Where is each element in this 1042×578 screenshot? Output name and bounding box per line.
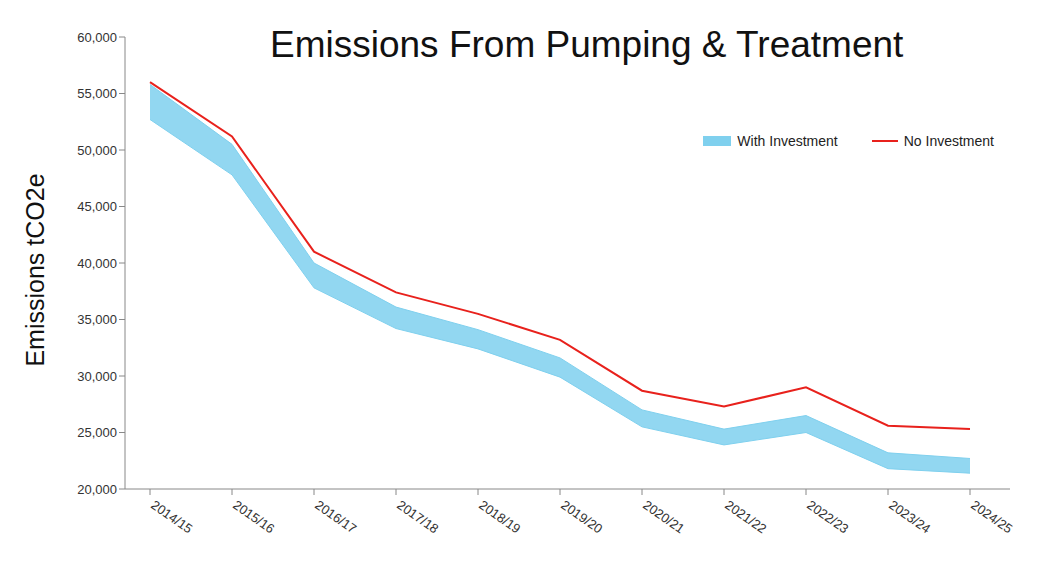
svg-text:55,000: 55,000 [77,86,117,101]
svg-text:60,000: 60,000 [77,30,117,45]
html-text:Emissions From Pumping & Treat: Emissions From Pumping & Treatment [270,24,904,65]
svg-text:25,000: 25,000 [77,425,117,440]
svg-text:45,000: 45,000 [77,199,117,214]
svg-text:2014/15: 2014/15 [148,497,195,536]
svg-text:40,000: 40,000 [77,256,117,271]
svg-text:2022/23: 2022/23 [804,497,851,536]
html-text:Emissions tCO2e: Emissions tCO2e [20,173,49,367]
svg-text:50,000: 50,000 [77,143,117,158]
svg-text:2018/19: 2018/19 [476,497,523,536]
svg-text:35,000: 35,000 [77,312,117,327]
svg-text:2016/17: 2016/17 [312,497,359,536]
svg-text:2024/25: 2024/25 [968,497,1015,536]
svg-text:2017/18: 2017/18 [394,497,441,536]
html-text:With Investment: With Investment [737,133,838,149]
svg-text:2021/22: 2021/22 [722,497,769,536]
svg-text:30,000: 30,000 [77,369,117,384]
svg-text:2023/24: 2023/24 [886,497,933,536]
svg-text:2019/20: 2019/20 [558,497,605,536]
svg-text:2020/21: 2020/21 [640,497,687,536]
html-text:No Investment: No Investment [903,133,994,149]
svg-text:20,000: 20,000 [77,482,117,497]
svg-text:2015/16: 2015/16 [230,497,277,536]
